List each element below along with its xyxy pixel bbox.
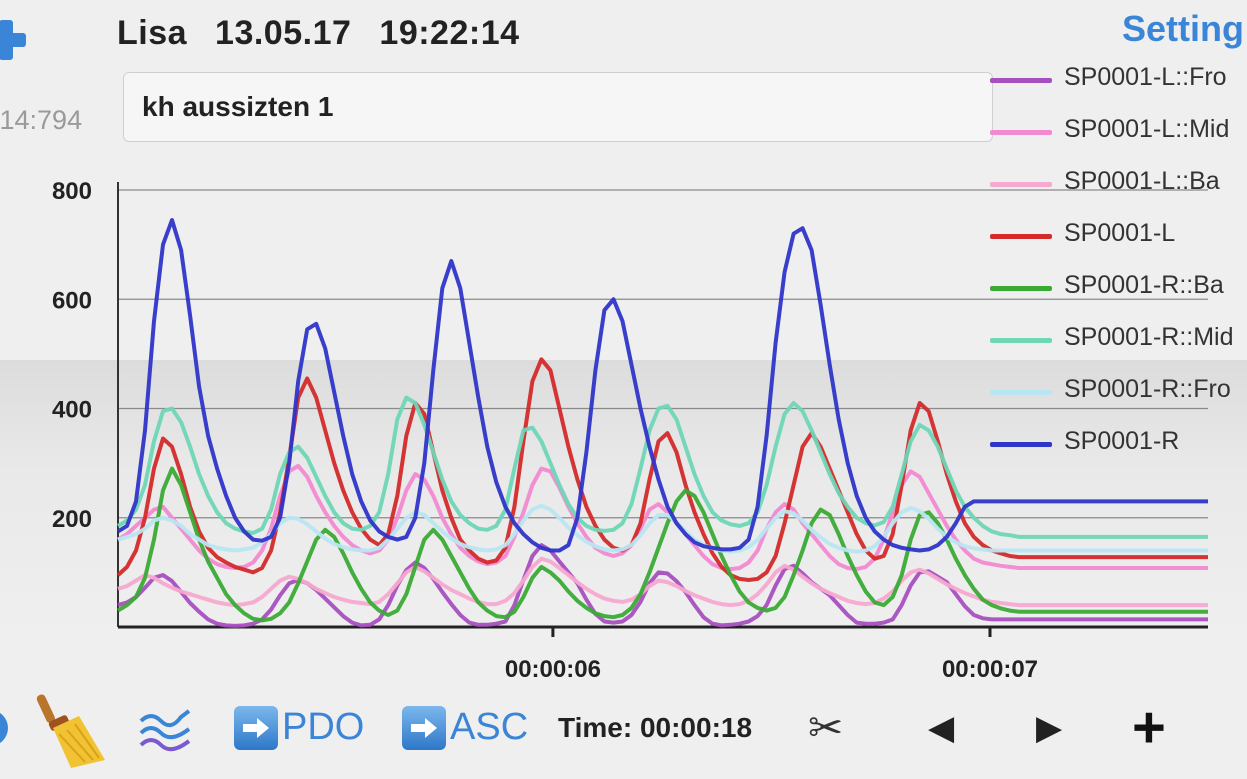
series-line (117, 556, 1208, 608)
legend-label: SP0001-L::Fro (1064, 63, 1227, 91)
series-line (116, 466, 1208, 623)
top-bar: Lisa 13.05.17 19:22:14 Setting (0, 0, 1247, 70)
legend-label: SP0001-L::Ba (1064, 167, 1220, 195)
legend-swatch (990, 338, 1052, 343)
clear-button[interactable] (35, 680, 107, 775)
legend-label: SP0001-L::Mid (1064, 115, 1230, 143)
x-tick-label: 00:00:06 (505, 656, 601, 680)
arrow-right-icon (402, 705, 446, 750)
note-field[interactable]: kh aussizten 1 (123, 72, 993, 142)
scissors-icon: ✂ (808, 704, 844, 751)
pdo-label: PDO (282, 706, 365, 748)
smooth-button[interactable] (137, 680, 193, 775)
info-button[interactable] (0, 680, 10, 775)
plus-icon: + (1132, 695, 1166, 760)
time-readout-container: Time: 00:00:18 (558, 680, 752, 775)
cut-button[interactable]: ✂ (808, 680, 843, 775)
page-title: Lisa 13.05.17 19:22:14 (117, 14, 548, 53)
legend-swatch (990, 234, 1052, 239)
y-tick-label: 600 (52, 287, 92, 314)
y-tick-label: 800 (52, 178, 92, 205)
bottom-toolbar: PDO ASC Time: 00:00:18 ✂ ◀ ▶ + (0, 680, 1247, 775)
series-line (117, 503, 1208, 554)
previous-button[interactable]: ◀ (928, 680, 954, 775)
legend-label: SP0001-R::Ba (1064, 271, 1224, 299)
info-icon (0, 712, 8, 743)
legend-swatch (990, 182, 1052, 187)
y-tick-label: 200 (52, 506, 92, 533)
series-line (116, 218, 1208, 553)
legend-swatch (990, 442, 1052, 447)
next-button[interactable]: ▶ (1036, 680, 1062, 775)
elapsed-readout: :14:794 (0, 105, 83, 135)
legend-label: SP0001-R::Fro (1064, 375, 1231, 403)
settings-button[interactable]: Setting (1122, 8, 1244, 49)
wave-icon (139, 708, 191, 751)
x-tick-label: 00:00:07 (942, 656, 1038, 680)
legend-label: SP0001-R::Mid (1064, 323, 1234, 351)
legend-label: SP0001-R (1064, 427, 1180, 455)
triangle-right-icon: ▶ (1036, 708, 1063, 747)
session-time: 19:22:14 (379, 14, 520, 52)
session-date: 13.05.17 (215, 14, 352, 52)
legend-swatch (990, 78, 1052, 83)
legend-swatch (990, 286, 1052, 291)
arrow-right-icon (234, 705, 278, 750)
series-line (116, 395, 1208, 539)
asc-label: ASC (450, 706, 529, 748)
add-icon[interactable] (0, 20, 26, 60)
export-pdo-button[interactable]: PDO (234, 680, 364, 775)
pressure-chart: 200 400 600 800 00:00:06 00:00:07 (52, 178, 1208, 680)
export-asc-button[interactable]: ASC (402, 680, 528, 775)
legend-swatch (990, 390, 1052, 395)
broom-icon (36, 694, 105, 768)
user-name: Lisa (117, 14, 188, 52)
series-line (116, 463, 1208, 572)
legend-label: SP0001-L (1064, 219, 1176, 247)
series-line (116, 357, 1208, 582)
triangle-left-icon: ◀ (928, 708, 955, 747)
legend-swatch (990, 130, 1052, 135)
y-tick-label: 400 (52, 397, 92, 424)
zoom-in-button[interactable]: + (1132, 680, 1166, 775)
time-readout: Time: 00:00:18 (558, 711, 753, 743)
